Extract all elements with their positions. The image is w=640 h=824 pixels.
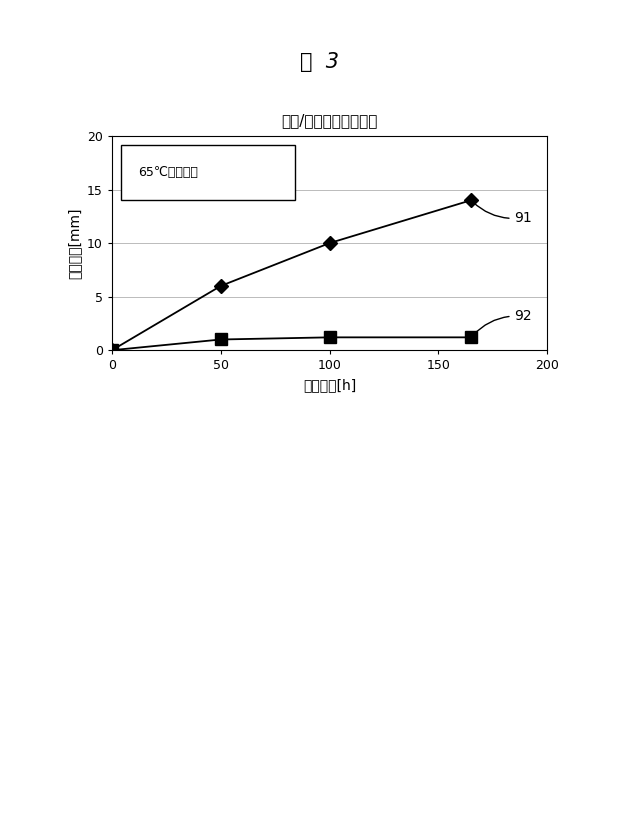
FancyBboxPatch shape — [121, 144, 295, 200]
Title: 床材/界面の水進入速度: 床材/界面の水進入速度 — [282, 113, 378, 128]
Text: 91: 91 — [473, 202, 532, 225]
Text: 65℃温水浸漬: 65℃温水浸漬 — [138, 166, 198, 179]
Y-axis label: 進入距離[mm]: 進入距離[mm] — [68, 208, 81, 279]
X-axis label: 浸漬時間[h]: 浸漬時間[h] — [303, 377, 356, 391]
Text: 92: 92 — [473, 309, 532, 335]
Text: 図  3: 図 3 — [301, 52, 339, 72]
